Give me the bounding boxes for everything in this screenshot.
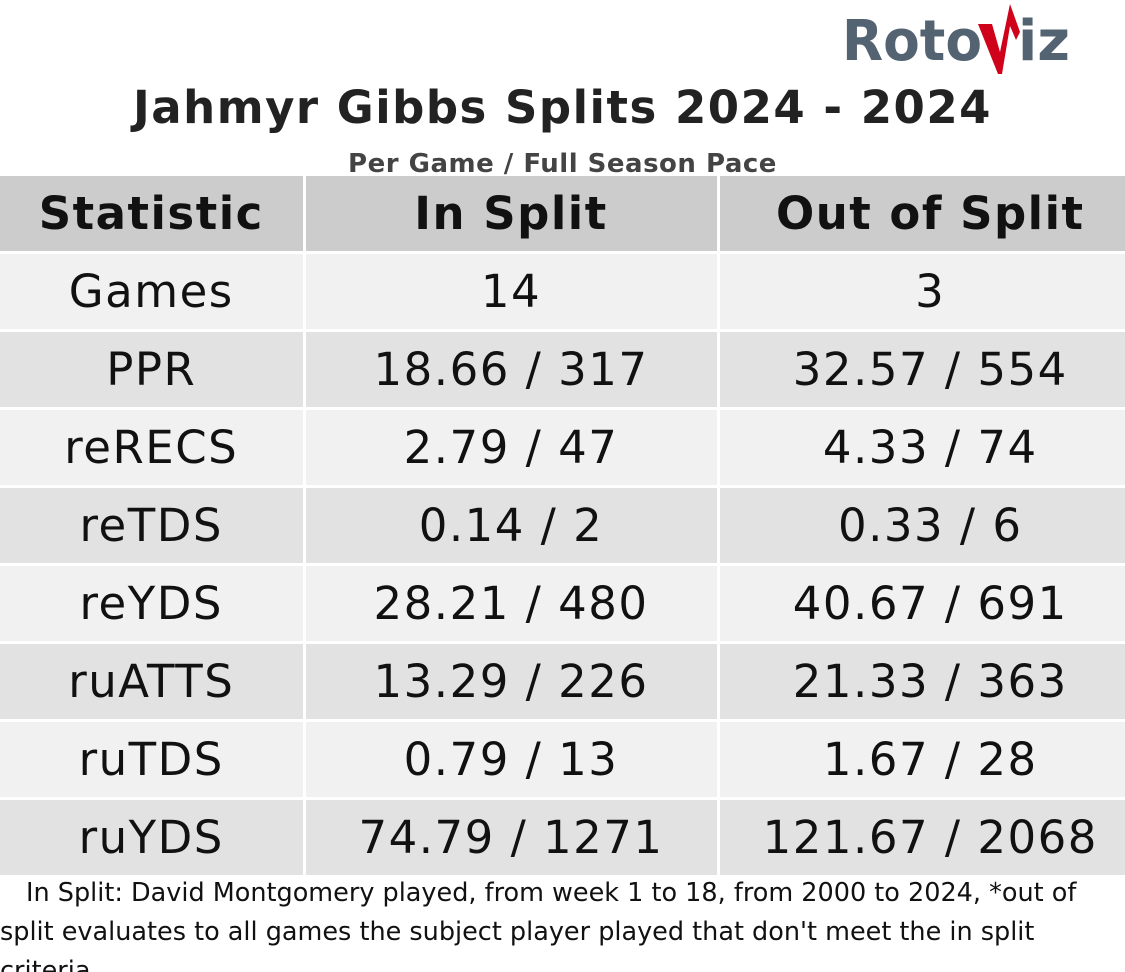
table-row: reRECS 2.79 / 47 4.33 / 74 — [0, 408, 1125, 488]
out-of-split-cell: 121.67 / 2068 — [718, 798, 1125, 878]
stat-name-cell: Games — [0, 252, 306, 332]
out-of-split-cell: 40.67 / 691 — [718, 564, 1125, 644]
out-of-split-cell: 32.57 / 554 — [718, 330, 1125, 410]
splits-table: Statistic In Split Out of Split Games 14… — [0, 176, 1125, 878]
table-row: reTDS 0.14 / 2 0.33 / 6 — [0, 486, 1125, 566]
in-split-cell: 0.14 / 2 — [304, 486, 720, 566]
out-of-split-cell: 21.33 / 363 — [718, 642, 1125, 722]
table-row: PPR 18.66 / 317 32.57 / 554 — [0, 330, 1125, 410]
table-row: ruYDS 74.79 / 1271 121.67 / 2068 — [0, 798, 1125, 878]
stat-name-cell: reYDS — [0, 564, 306, 644]
stat-name-cell: ruATTS — [0, 642, 306, 722]
rotoviz-logo: Roto iz — [842, 2, 1074, 76]
in-split-cell: 18.66 / 317 — [304, 330, 720, 410]
stat-name-cell: PPR — [0, 330, 306, 410]
logo-v-mark — [978, 4, 1020, 74]
out-of-split-cell: 0.33 / 6 — [718, 486, 1125, 566]
in-split-cell: 14 — [304, 252, 720, 332]
stat-name-cell: ruYDS — [0, 798, 306, 878]
table-row: reYDS 28.21 / 480 40.67 / 691 — [0, 564, 1125, 644]
table-header-row: Statistic In Split Out of Split — [0, 176, 1125, 254]
in-split-cell: 28.21 / 480 — [304, 564, 720, 644]
in-split-cell: 0.79 / 13 — [304, 720, 720, 800]
in-split-cell: 74.79 / 1271 — [304, 798, 720, 878]
stat-name-cell: reTDS — [0, 486, 306, 566]
logo-text-iz: iz — [1018, 9, 1070, 74]
in-split-cell: 2.79 / 47 — [304, 408, 720, 488]
split-footnote: In Split: David Montgomery played, from … — [0, 878, 1077, 972]
out-of-split-cell: 1.67 / 28 — [718, 720, 1125, 800]
table-row: ruTDS 0.79 / 13 1.67 / 28 — [0, 720, 1125, 800]
column-header-statistic: Statistic — [0, 176, 306, 254]
stat-name-cell: reRECS — [0, 408, 306, 488]
column-header-in-split: In Split — [304, 176, 720, 254]
logo-text-roto: Roto — [842, 9, 982, 74]
page-subtitle: Per Game / Full Season Pace — [348, 149, 777, 179]
column-header-out-of-split: Out of Split — [718, 176, 1125, 254]
stat-name-cell: ruTDS — [0, 720, 306, 800]
in-split-cell: 13.29 / 226 — [304, 642, 720, 722]
out-of-split-cell: 4.33 / 74 — [718, 408, 1125, 488]
table-row: ruATTS 13.29 / 226 21.33 / 363 — [0, 642, 1125, 722]
page-title: Jahmyr Gibbs Splits 2024 - 2024 — [133, 81, 992, 134]
out-of-split-cell: 3 — [718, 252, 1125, 332]
table-row: Games 14 3 — [0, 252, 1125, 332]
